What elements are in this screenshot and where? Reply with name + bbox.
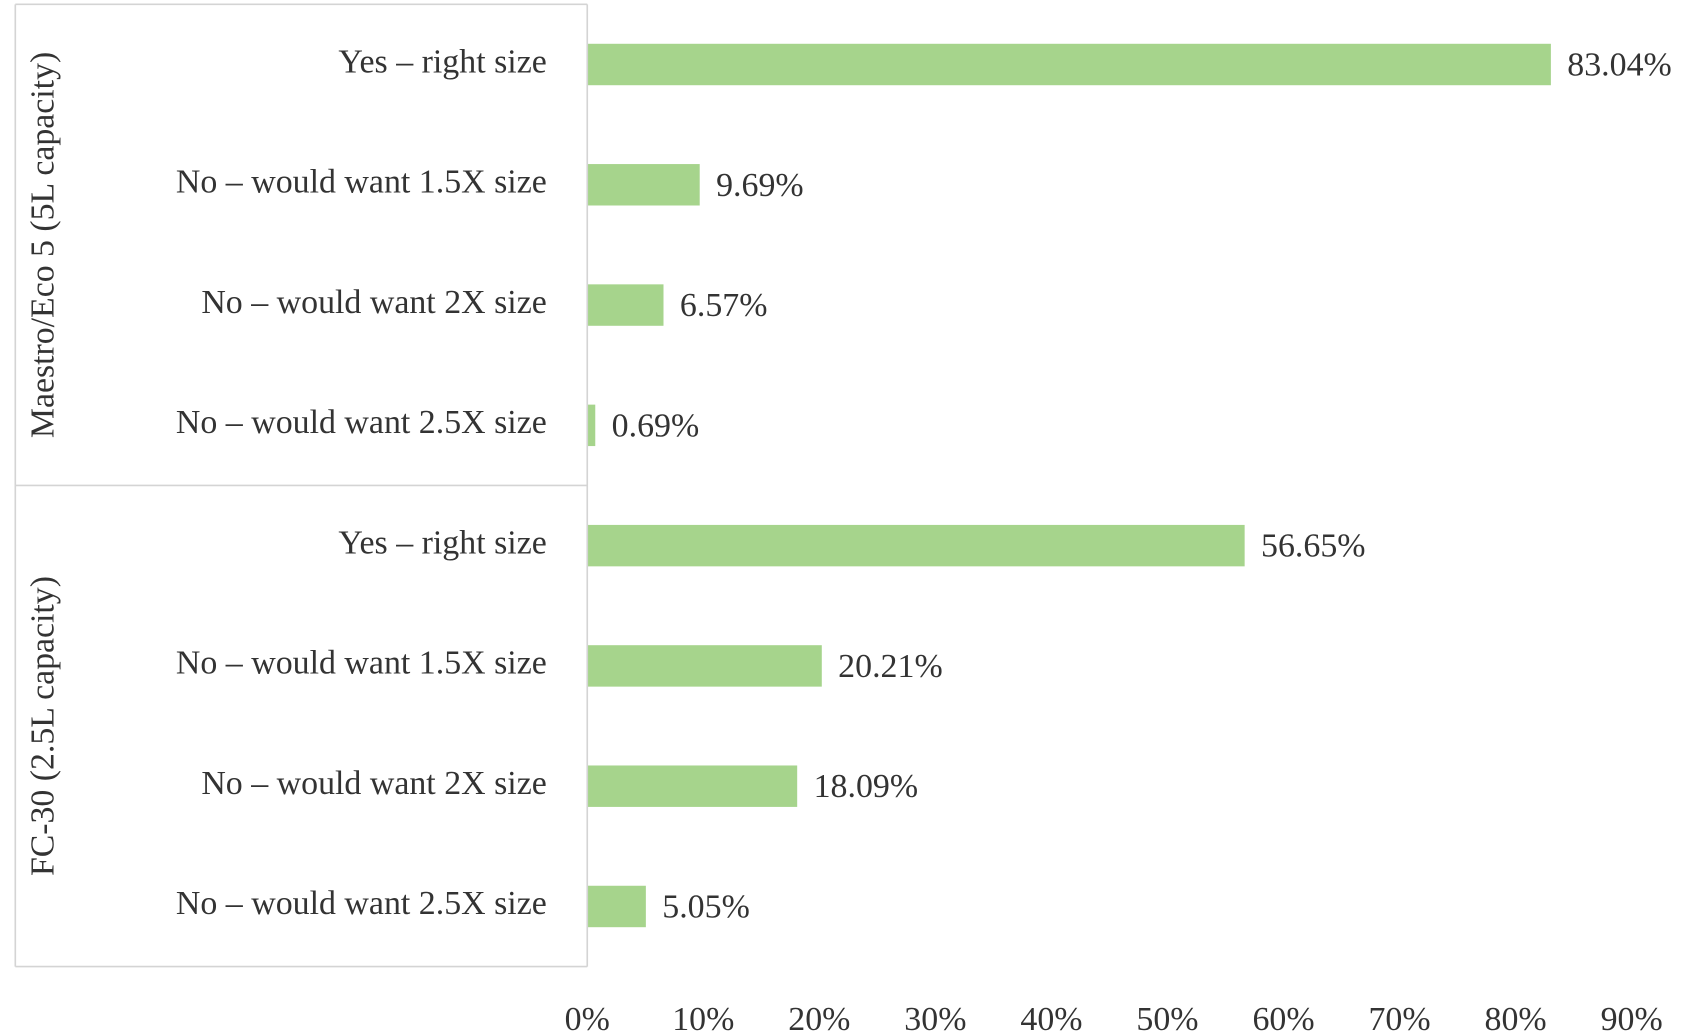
value-label: 83.04% xyxy=(1567,47,1671,84)
x-tick-label: 30% xyxy=(904,1001,966,1036)
category-label: No – would want 2X size xyxy=(201,765,546,802)
x-tick-label: 70% xyxy=(1368,1001,1430,1036)
x-tick-label: 0% xyxy=(565,1001,610,1036)
value-label: 18.09% xyxy=(814,768,918,805)
value-label: 20.21% xyxy=(838,648,942,685)
value-label: 5.05% xyxy=(662,889,750,926)
category-label: Yes – right size xyxy=(338,43,546,80)
bar xyxy=(587,645,822,687)
x-tick-label: 40% xyxy=(1020,1001,1082,1036)
bar xyxy=(587,885,646,928)
category-label: Yes – right size xyxy=(338,524,546,561)
category-label: No – would want 1.5X size xyxy=(176,164,547,201)
category-label: No – would want 2.5X size xyxy=(176,885,547,922)
bar xyxy=(587,43,1551,86)
category-label: No – would want 2.5X size xyxy=(176,404,547,441)
group-label: FC-30 (2.5L capacity) xyxy=(25,576,62,876)
x-tick-label: 20% xyxy=(788,1001,850,1036)
value-label: 56.65% xyxy=(1261,528,1365,565)
x-tick-label: 50% xyxy=(1136,1001,1198,1036)
value-label: 9.69% xyxy=(716,167,804,204)
bar xyxy=(587,765,798,807)
bar xyxy=(587,404,596,447)
x-tick-label: 60% xyxy=(1252,1001,1314,1036)
bar xyxy=(587,164,700,206)
group-label: Maestro/Eco 5 (5L capacity) xyxy=(25,52,62,438)
value-label: 0.69% xyxy=(612,407,700,444)
category-label: No – would want 2X size xyxy=(201,284,546,321)
bar xyxy=(587,524,1245,567)
category-label: No – would want 1.5X size xyxy=(176,645,547,682)
x-tick-label: 90% xyxy=(1601,1001,1663,1036)
value-label: 6.57% xyxy=(680,287,768,324)
plot: Yes – right size 83.04% No – would want 1.… xyxy=(14,3,1672,1036)
x-tick-label: 10% xyxy=(672,1001,734,1036)
x-tick-label: 80% xyxy=(1485,1001,1547,1036)
bar xyxy=(587,284,664,326)
